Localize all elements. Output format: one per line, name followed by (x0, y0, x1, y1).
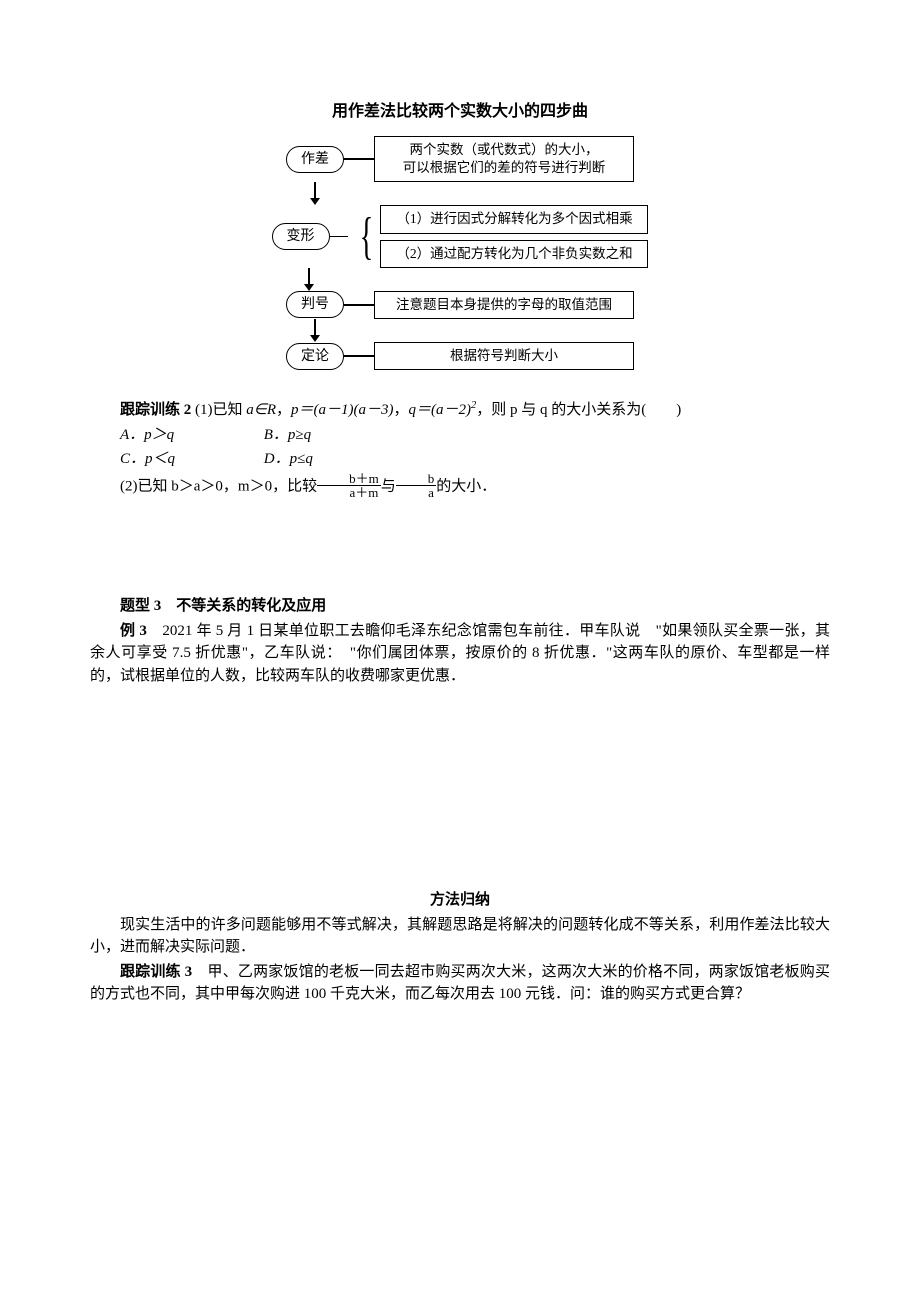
q1-p-expr: p＝(a－1)(a－3) (291, 402, 393, 418)
q2-mid: 与 (381, 478, 396, 494)
exercise2-q1: 跟踪训练 2 (1)已知 a∈R，p＝(a－1)(a－3)，q＝(a－2)2，则… (90, 398, 830, 422)
q1-comma1: ， (276, 402, 291, 418)
connector-h (330, 236, 348, 238)
example3: 例 3 2021 年 5 月 1 日某单位职工去瞻仰毛泽东纪念馆需包车前往．甲车… (90, 620, 830, 688)
connector-h (344, 304, 374, 306)
frac2-num: b (396, 472, 437, 487)
box-panhao: 注意题目本身提供的字母的取值范围 (374, 291, 634, 319)
q1-text-1: (1)已知 (195, 402, 246, 418)
option-d: D．p≤q (264, 448, 404, 471)
bianxing-options: （1）进行因式分解转化为多个因式相乘 （2）通过配方转化为几个非负实数之和 (380, 205, 648, 267)
exercise3-body: 甲、乙两家饭馆的老板一同去超市购买两次大米，这两次大米的价格不同，两家饭馆老板购… (90, 964, 830, 1003)
flowchart: 作差 两个实数（或代数式）的大小， 可以根据它们的差的符号进行判断 变形 { （… (90, 136, 830, 370)
method-heading: 方法归纳 (90, 889, 830, 912)
row-4: 定论 根据符号判断大小 (286, 342, 634, 370)
node-panhao: 判号 (286, 291, 344, 318)
box-bianxing-2: （2）通过配方转化为几个非负实数之和 (380, 240, 648, 268)
connector-h (344, 158, 374, 160)
down-connector-2 (304, 268, 314, 291)
exercise3: 跟踪训练 3 甲、乙两家饭馆的老板一同去超市购买两次大米，这两次大米的价格不同，… (90, 961, 830, 1006)
exercise2-choices-row2: C．p＜q D．p≤q (120, 448, 830, 471)
q1-q-expr: q＝(a－2) (409, 402, 472, 418)
box-dinglun: 根据符号判断大小 (374, 342, 634, 370)
topic3-heading-text: 题型 3 不等关系的转化及应用 (120, 598, 326, 614)
q2-pre: (2)已知 b＞a＞0，m＞0，比较 (120, 478, 317, 494)
method-body: 现实生活中的许多问题能够用不等式解决，其解题思路是将解决的问题转化成不等关系，利… (90, 914, 830, 959)
exercise2-label: 跟踪训练 2 (120, 402, 191, 418)
example3-label: 例 3 (120, 623, 147, 639)
example3-body: 2021 年 5 月 1 日某单位职工去瞻仰毛泽东纪念馆需包车前往．甲车队说 "… (90, 623, 830, 684)
row-1: 作差 两个实数（或代数式）的大小， 可以根据它们的差的符号进行判断 (286, 136, 634, 182)
q1-comma2: ， (394, 402, 409, 418)
exercise2-choices-row1: A．p＞q B．p≥q (120, 424, 830, 447)
q1-aR: a∈R (246, 402, 276, 418)
blank-space-1 (90, 503, 830, 593)
topic3-heading: 题型 3 不等关系的转化及应用 (90, 595, 830, 618)
q1-post: ，则 p 与 q 的大小关系为( ) (476, 402, 681, 418)
down-connector-3 (310, 319, 320, 342)
frac-1: b＋ma＋m (317, 472, 381, 500)
box1-line1: 两个实数（或代数式）的大小， (410, 142, 599, 157)
frac-2: ba (396, 472, 437, 500)
option-a: A．p＞q (120, 424, 260, 447)
frac2-den: a (396, 486, 437, 500)
box-zuocha: 两个实数（或代数式）的大小， 可以根据它们的差的符号进行判断 (374, 136, 634, 182)
method-heading-text: 方法归纳 (430, 892, 490, 908)
diagram-title: 用作差法比较两个实数大小的四步曲 (90, 100, 830, 124)
node-zuocha: 作差 (286, 146, 344, 173)
frac1-den: a＋m (317, 486, 381, 500)
blank-space-2 (90, 689, 830, 889)
down-connector-1 (310, 182, 320, 205)
option-c: C．p＜q (120, 448, 260, 471)
brace-icon: { (359, 211, 373, 263)
exercise2-q2: (2)已知 b＞a＞0，m＞0，比较b＋ma＋m与ba的大小． (90, 473, 830, 501)
box-bianxing-1: （1）进行因式分解转化为多个因式相乘 (380, 205, 648, 233)
node-bianxing: 变形 (272, 223, 330, 250)
option-b: B．p≥q (264, 424, 404, 447)
row-2: 变形 { （1）进行因式分解转化为多个因式相乘 （2）通过配方转化为几个非负实数… (272, 205, 649, 267)
frac1-num: b＋m (317, 472, 381, 487)
node-dinglun: 定论 (286, 343, 344, 370)
exercise3-label: 跟踪训练 3 (120, 964, 192, 980)
q2-post: 的大小． (436, 478, 496, 494)
box1-line2: 可以根据它们的差的符号进行判断 (403, 160, 606, 175)
connector-h (344, 355, 374, 357)
row-3: 判号 注意题目本身提供的字母的取值范围 (286, 291, 634, 319)
